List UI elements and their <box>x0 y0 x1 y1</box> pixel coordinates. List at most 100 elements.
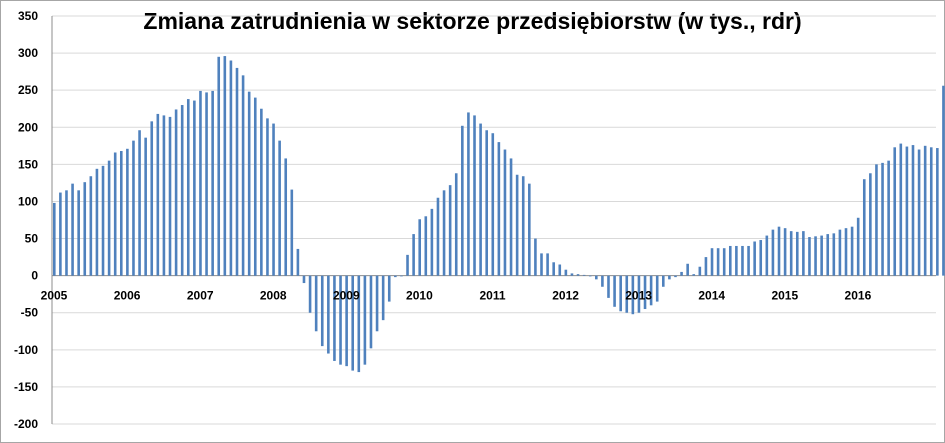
bar <box>119 151 123 276</box>
bar <box>540 253 543 276</box>
bar <box>850 226 854 276</box>
bar <box>552 262 555 276</box>
bar <box>223 56 227 276</box>
bar <box>339 275 342 365</box>
bar <box>637 275 641 313</box>
bar <box>558 264 562 276</box>
x-tick-label: 2005 <box>41 289 68 303</box>
bar <box>357 275 361 373</box>
bar <box>333 275 336 361</box>
bar <box>217 56 221 276</box>
bar <box>747 245 750 276</box>
bar <box>777 226 781 276</box>
bar <box>327 275 330 354</box>
x-tick-label: 2006 <box>114 289 141 303</box>
bar <box>168 116 172 276</box>
bar <box>674 275 677 278</box>
bar <box>205 92 208 276</box>
bar <box>479 123 482 276</box>
bar <box>260 108 263 276</box>
bar <box>698 266 702 276</box>
bar <box>802 231 805 276</box>
x-tick-label: 2014 <box>698 289 725 303</box>
bar <box>741 245 744 276</box>
bar <box>59 192 62 276</box>
y-tick-label: -200 <box>14 417 38 431</box>
bar <box>808 237 811 276</box>
bar <box>668 275 671 280</box>
bar <box>442 190 446 276</box>
bar <box>436 197 440 276</box>
bar <box>503 149 507 276</box>
bar <box>917 149 921 276</box>
bar <box>862 179 866 276</box>
bar <box>899 143 903 276</box>
bar <box>662 275 665 287</box>
y-tick-label: 0 <box>31 269 38 283</box>
bar <box>826 234 830 276</box>
bar <box>607 275 610 298</box>
bar <box>418 219 421 276</box>
bar <box>193 100 196 276</box>
bar <box>454 173 458 276</box>
x-tick-label: 2015 <box>771 289 798 303</box>
bar <box>649 275 653 306</box>
bar <box>643 275 647 310</box>
bar <box>546 253 549 276</box>
bars <box>53 56 945 373</box>
bar <box>509 158 513 276</box>
x-tick-label: 2008 <box>260 289 287 303</box>
bar <box>881 162 884 276</box>
bar <box>314 275 318 332</box>
y-tick-label: -50 <box>21 306 39 320</box>
x-tick-label: 2013 <box>625 289 652 303</box>
bar <box>771 229 775 276</box>
bar <box>887 160 890 276</box>
bar <box>186 99 190 276</box>
bar <box>101 165 105 276</box>
bar <box>235 67 239 276</box>
bar <box>625 275 629 313</box>
bar <box>795 231 799 276</box>
bar <box>430 208 434 276</box>
bar <box>869 173 872 276</box>
bar <box>534 238 537 276</box>
bar <box>53 202 56 276</box>
bar <box>400 275 403 277</box>
bar <box>576 274 580 276</box>
bar <box>150 121 154 276</box>
bar <box>107 160 111 276</box>
x-tick-label: 2007 <box>187 289 214 303</box>
bar <box>631 275 635 315</box>
bar <box>783 228 787 276</box>
bar <box>424 216 428 276</box>
bar <box>229 60 233 276</box>
bar <box>735 245 738 276</box>
bar <box>844 228 848 276</box>
bar <box>138 130 141 276</box>
bar <box>71 183 74 276</box>
bar <box>113 152 117 276</box>
bar <box>570 273 574 276</box>
bar <box>247 91 251 276</box>
bar <box>497 142 501 276</box>
bar <box>521 176 525 276</box>
bar <box>180 105 184 276</box>
bar <box>704 257 708 276</box>
bar <box>174 109 178 276</box>
bar <box>893 147 897 276</box>
bar <box>144 137 147 276</box>
bar <box>942 85 945 276</box>
bar <box>448 185 452 276</box>
bar <box>564 269 568 276</box>
bar <box>789 231 793 276</box>
y-tick-label: 50 <box>25 232 39 246</box>
bar <box>619 275 622 312</box>
x-tick-label: 2009 <box>333 289 360 303</box>
bar <box>89 176 93 276</box>
bar <box>83 182 87 276</box>
bar <box>595 275 598 280</box>
bar <box>722 248 726 276</box>
bar <box>345 275 348 367</box>
